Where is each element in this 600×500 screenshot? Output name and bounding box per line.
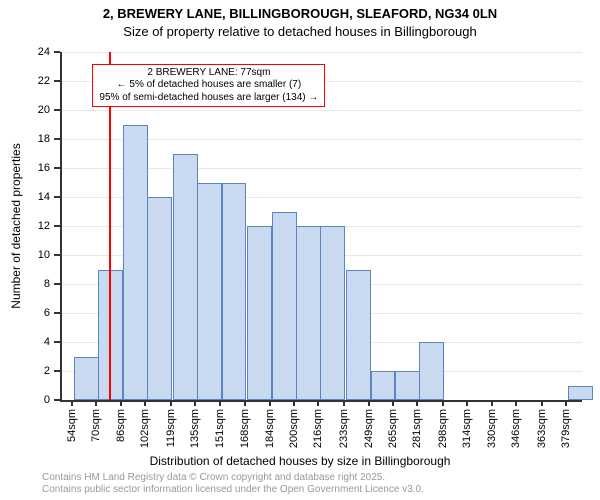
y-tick-mark [54,370,60,372]
footer-line2: Contains public sector information licen… [42,484,424,496]
bar [371,371,396,400]
y-tick-mark [54,399,60,401]
y-tick-label: 12 [0,220,50,232]
y-tick-label: 16 [0,162,50,174]
chart-container: { "dims": { "width": 600, "height": 500 … [0,0,600,500]
x-tick-label: 151sqm [214,409,226,448]
x-tick-mark [219,400,221,406]
bar [147,197,172,400]
y-tick-mark [54,312,60,314]
chart-title-line2: Size of property relative to detached ho… [0,24,600,39]
x-tick-label: 379sqm [560,409,572,448]
x-tick-label: 54sqm [66,409,78,442]
x-tick-label: 249sqm [363,409,375,448]
chart-title-line1: 2, BREWERY LANE, BILLINGBOROUGH, SLEAFOR… [0,6,600,21]
x-tick-mark [293,400,295,406]
footer-line1: Contains HM Land Registry data © Crown c… [42,472,424,484]
bar [419,342,444,400]
bar [247,226,272,400]
info-box-line2: ← 5% of detached houses are smaller (7) [99,79,318,92]
y-tick-mark [54,109,60,111]
bar [320,226,345,400]
x-tick-label: 314sqm [461,409,473,448]
x-tick-label: 281sqm [411,409,423,448]
x-tick-mark [170,400,172,406]
y-tick-label: 8 [0,278,50,290]
x-tick-label: 346sqm [510,409,522,448]
y-tick-mark [54,138,60,140]
x-tick-label: 216sqm [312,409,324,448]
x-tick-mark [317,400,319,406]
x-tick-label: 70sqm [90,409,102,442]
x-tick-mark [515,400,517,406]
y-tick-label: 2 [0,365,50,377]
x-tick-mark [71,400,73,406]
x-tick-label: 233sqm [338,409,350,448]
y-tick-mark [54,341,60,343]
x-tick-label: 119sqm [165,409,177,447]
x-tick-mark [244,400,246,406]
y-tick-label: 6 [0,307,50,319]
x-tick-mark [491,400,493,406]
x-tick-mark [120,400,122,406]
y-tick-mark [54,51,60,53]
bar [197,183,222,401]
y-tick-label: 14 [0,191,50,203]
bar [346,270,371,401]
bar [395,371,420,400]
gridline-h [62,52,582,53]
x-axis-title: Distribution of detached houses by size … [0,454,600,468]
x-tick-label: 363sqm [536,409,548,448]
x-tick-mark [442,400,444,406]
y-tick-mark [54,167,60,169]
x-tick-mark [466,400,468,406]
x-tick-label: 184sqm [264,409,276,448]
y-tick-mark [54,283,60,285]
bar [74,357,99,401]
bar [296,226,321,400]
x-tick-label: 298sqm [437,409,449,448]
x-tick-label: 135sqm [189,409,201,448]
x-tick-label: 102sqm [139,409,151,448]
y-tick-mark [54,196,60,198]
x-tick-mark [194,400,196,406]
x-tick-mark [95,400,97,406]
x-tick-label: 330sqm [486,409,498,448]
x-tick-mark [392,400,394,406]
y-tick-mark [54,254,60,256]
bar [123,125,148,401]
y-tick-mark [54,225,60,227]
x-tick-mark [565,400,567,406]
y-tick-label: 10 [0,249,50,261]
y-tick-mark [54,80,60,82]
y-tick-label: 4 [0,336,50,348]
y-tick-label: 20 [0,104,50,116]
info-box-line3: 95% of semi-detached houses are larger (… [99,92,318,105]
bar [173,154,198,401]
y-tick-label: 0 [0,394,50,406]
y-tick-label: 22 [0,75,50,87]
x-tick-mark [269,400,271,406]
x-tick-mark [343,400,345,406]
x-tick-mark [368,400,370,406]
y-tick-label: 24 [0,46,50,58]
x-tick-label: 168sqm [239,409,251,448]
x-tick-mark [144,400,146,406]
gridline-h [62,110,582,111]
footer-attribution: Contains HM Land Registry data © Crown c… [42,472,424,496]
info-box-line1: 2 BREWERY LANE: 77sqm [99,67,318,80]
x-tick-label: 86sqm [115,409,127,442]
x-tick-label: 265sqm [387,409,399,448]
x-tick-label: 200sqm [288,409,300,448]
bar [222,183,247,401]
bar [568,386,593,401]
x-tick-mark [541,400,543,406]
info-box: 2 BREWERY LANE: 77sqm← 5% of detached ho… [92,64,325,108]
y-tick-label: 18 [0,133,50,145]
plot-area: 2 BREWERY LANE: 77sqm← 5% of detached ho… [60,52,582,402]
bar [272,212,297,401]
x-tick-mark [416,400,418,406]
